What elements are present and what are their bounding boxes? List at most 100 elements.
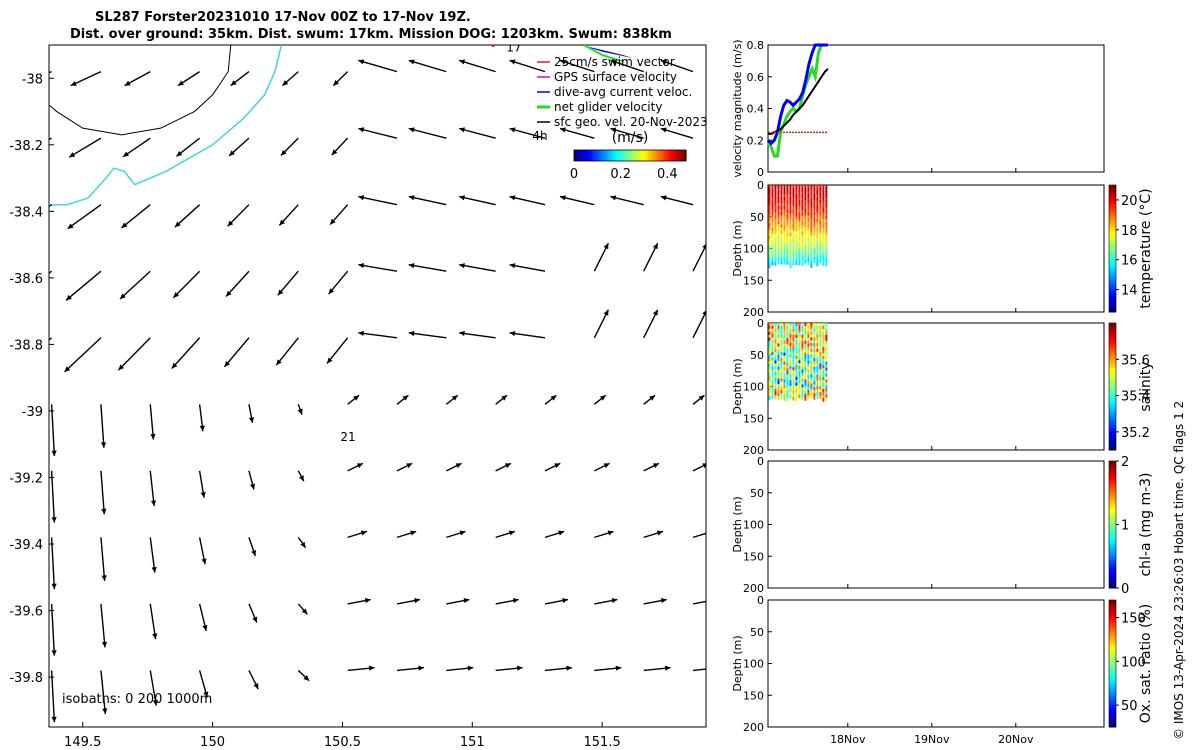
colorbar-cell	[1109, 261, 1116, 265]
profile-cell	[774, 323, 777, 327]
geo-vel-head	[714, 666, 720, 671]
geo-vel-arrow	[660, 127, 694, 139]
profile-cell	[810, 340, 813, 344]
profile-cell	[792, 396, 795, 401]
profile-cell	[813, 390, 816, 394]
profile-cell	[792, 373, 795, 377]
profile-cell	[771, 212, 774, 217]
profile-cell	[819, 217, 822, 222]
profile-cell	[792, 349, 795, 354]
colorbar-tick-label: 1	[1121, 519, 1129, 534]
profile-cell	[804, 202, 807, 207]
profile-cell	[774, 206, 777, 211]
geo-vel-arrow	[248, 670, 259, 690]
colorbar-cell	[658, 150, 661, 161]
colorbar-cell	[648, 150, 651, 161]
profile-cell	[792, 227, 795, 232]
profile-cell	[795, 334, 798, 339]
profile-cell	[816, 188, 819, 192]
colorbar-cell	[584, 150, 587, 161]
panel-ytick-label: 200	[743, 582, 764, 595]
profile-cell	[813, 346, 816, 351]
profile-cell	[783, 227, 786, 232]
colorbar-cell	[626, 150, 629, 161]
profile-cell	[789, 340, 792, 344]
profile-cell	[789, 216, 792, 221]
profile-cell	[810, 391, 813, 396]
profile-cell	[816, 383, 819, 388]
panel-ytick-label: 0	[757, 166, 764, 179]
profile-cell	[777, 233, 780, 237]
profile-cell	[780, 349, 783, 354]
profile-cell	[816, 256, 819, 261]
colorbar-cell	[1109, 399, 1116, 403]
profile-cell	[786, 239, 789, 244]
profile-cell	[777, 328, 780, 333]
geo-vel-shaft	[458, 59, 496, 73]
profile-cell	[819, 354, 822, 359]
profile-cell	[819, 386, 822, 391]
geo-vel-head	[408, 330, 415, 337]
profile-cell	[783, 364, 786, 369]
profile-cell	[792, 384, 795, 389]
profile-cell	[777, 254, 780, 258]
geo-vel-arrow	[358, 59, 398, 73]
colorbar-cell	[622, 150, 625, 161]
profile-cell	[780, 185, 783, 189]
profile-cell	[804, 355, 807, 360]
colorbar-cell	[1109, 644, 1116, 649]
profile-cell	[798, 386, 801, 390]
profile-cell	[816, 331, 819, 336]
colorbar-cell	[1109, 692, 1116, 696]
map-panel: 149.5 150 150.5 151 151.5-38-38.2-38.4-38.6-…	[9, 44, 720, 750]
geo-vel-shaft	[65, 270, 102, 301]
profile-cell	[807, 236, 810, 241]
colorbar-cell	[1109, 606, 1116, 611]
profile-cell	[810, 229, 813, 234]
geo-vel-head	[603, 243, 609, 250]
profile-cell	[816, 259, 819, 264]
profile-cell	[777, 191, 780, 195]
profile-cell	[786, 329, 789, 333]
profile-cell	[819, 374, 822, 379]
profile-cell	[798, 251, 801, 256]
profile-cell	[777, 334, 780, 339]
colorbar-cell	[578, 150, 581, 161]
profile-cell	[816, 340, 819, 344]
profile-cell	[816, 377, 819, 382]
geo-vel-head	[509, 59, 516, 65]
profile-cell	[798, 248, 801, 253]
profile-cell	[783, 257, 786, 262]
profile-cell	[807, 360, 810, 365]
colorbar-cell	[1109, 396, 1116, 400]
profile-cell	[810, 257, 813, 262]
profile-cell	[789, 207, 792, 212]
profile-cell	[768, 325, 771, 330]
geo-vel-head	[408, 195, 415, 201]
geo-vel-shaft	[358, 59, 398, 73]
geo-vel-head	[202, 624, 208, 631]
profile-cell	[822, 252, 825, 257]
geo-vel-arrow	[50, 537, 57, 590]
profile-cell	[780, 360, 783, 365]
profile-cell	[777, 323, 780, 327]
profile-cell	[780, 206, 783, 211]
geo-vel-head	[710, 598, 716, 603]
geo-vel-head	[150, 500, 157, 507]
profile-cell	[801, 231, 804, 236]
profile-cell	[807, 372, 810, 377]
profile-cell	[822, 376, 825, 381]
colorbar-cell	[1109, 701, 1116, 706]
profile-cell	[777, 355, 780, 359]
colorbar-cell	[1109, 534, 1116, 538]
profile-cell	[768, 364, 771, 368]
geo-vel-head	[102, 708, 108, 714]
geo-vel-arrow	[408, 330, 447, 339]
profile-cell	[789, 368, 792, 373]
profile-cell	[771, 194, 774, 199]
profile-cell	[822, 215, 825, 220]
colorbar-cell	[1109, 622, 1116, 626]
profile-cell	[792, 343, 795, 348]
panel-ytick-label: 100	[743, 519, 764, 532]
profile-cell	[807, 331, 810, 336]
